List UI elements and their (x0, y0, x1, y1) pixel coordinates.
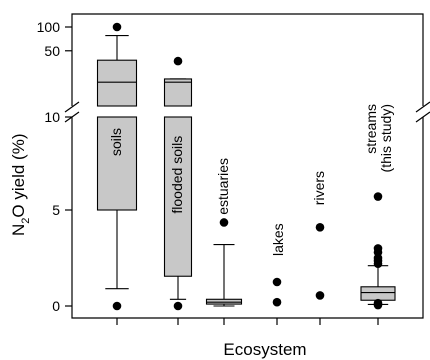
y-axis-title-n: N (9, 224, 28, 236)
y-axis-title: N2O yield (%) (9, 134, 32, 236)
category-label: rivers (311, 171, 327, 205)
outlier-point (373, 259, 383, 269)
outlier-point (112, 22, 122, 32)
box-upper-soils (96, 59, 138, 107)
box-lower-flooded-soils (163, 116, 193, 277)
y-tick-label: 50 (44, 43, 60, 59)
category-label: lakes (270, 223, 286, 256)
box-streams-this-study- (360, 286, 396, 301)
outlier-point (219, 218, 229, 227)
box-upper-flooded-soils (163, 78, 193, 107)
y-tick-label: 0 (52, 298, 60, 314)
lower-panel-frame (71, 117, 424, 319)
category-label: flooded soils (169, 136, 185, 214)
outlier-point (272, 297, 282, 307)
plot-area (64, 13, 430, 325)
category-label: (this study) (378, 104, 394, 172)
outlier-point (272, 277, 282, 287)
category-label: estuaries (215, 158, 231, 215)
outlier-point (373, 192, 383, 201)
category-label: soils (108, 128, 124, 156)
outlier-point (112, 301, 122, 311)
category-label: streams (363, 104, 379, 154)
x-axis-title: Ecosystem (223, 340, 306, 359)
y-axis-title-subscript: 2 (20, 218, 32, 224)
label-layer: 0 5 10 50 100 soils flooded soils estuaries lake… (9, 19, 394, 359)
outlier-point (173, 56, 183, 66)
y-axis-title-rest: O yield (%) (9, 134, 28, 218)
box-lower-soils (96, 116, 138, 211)
axis-break-mark-lower-right (415, 111, 430, 123)
outlier-point (373, 300, 383, 310)
upper-panel-frame (71, 13, 424, 106)
axis-break-mark-upper-right (415, 101, 430, 113)
outlier-point (173, 301, 183, 311)
axis-break-mark-upper-left (64, 101, 80, 113)
outlier-point (315, 291, 325, 300)
y-tick-label: 5 (52, 202, 60, 218)
outlier-point (315, 222, 325, 232)
y-tick-label: 10 (44, 109, 60, 125)
y-tick-label: 100 (37, 19, 61, 35)
